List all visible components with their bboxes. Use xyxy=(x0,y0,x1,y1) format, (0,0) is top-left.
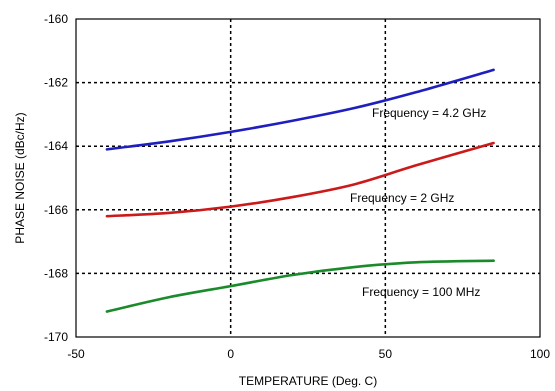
series-annotation-0: Frequency = 4.2 GHz xyxy=(372,106,486,120)
x-tick-labels: -50 0 50 100 xyxy=(67,347,550,361)
y-tick-label: -162 xyxy=(44,76,68,90)
x-tick-label: 100 xyxy=(530,347,550,361)
series-line-2 xyxy=(105,259,495,313)
series-annotation-2: Frequency = 100 MHz xyxy=(362,285,480,299)
series-annotation-1: Frequency = 2 GHz xyxy=(350,191,454,205)
y-tick-label: -164 xyxy=(44,139,68,153)
x-tick-label: -50 xyxy=(67,347,85,361)
series-lines xyxy=(105,68,495,313)
y-tick-labels: -170 -168 -166 -164 -162 -160 xyxy=(44,12,68,344)
series-line-0 xyxy=(105,68,495,151)
plot-frame xyxy=(75,18,541,338)
x-tick-label: 0 xyxy=(227,347,234,361)
x-axis-title: TEMPERATURE (Deg. C) xyxy=(239,374,377,388)
y-tick-label: -168 xyxy=(44,266,68,280)
grid-lines xyxy=(76,19,540,337)
series-line-1 xyxy=(105,141,495,218)
y-axis-title: PHASE NOISE (dBc/Hz) xyxy=(13,112,27,243)
y-tick-label: -160 xyxy=(44,12,68,26)
y-tick-label: -170 xyxy=(44,330,68,344)
series-annotations: Frequency = 4.2 GHz Frequency = 2 GHz Freq… xyxy=(350,106,486,299)
x-tick-label: 50 xyxy=(379,347,393,361)
y-tick-label: -166 xyxy=(44,203,68,217)
